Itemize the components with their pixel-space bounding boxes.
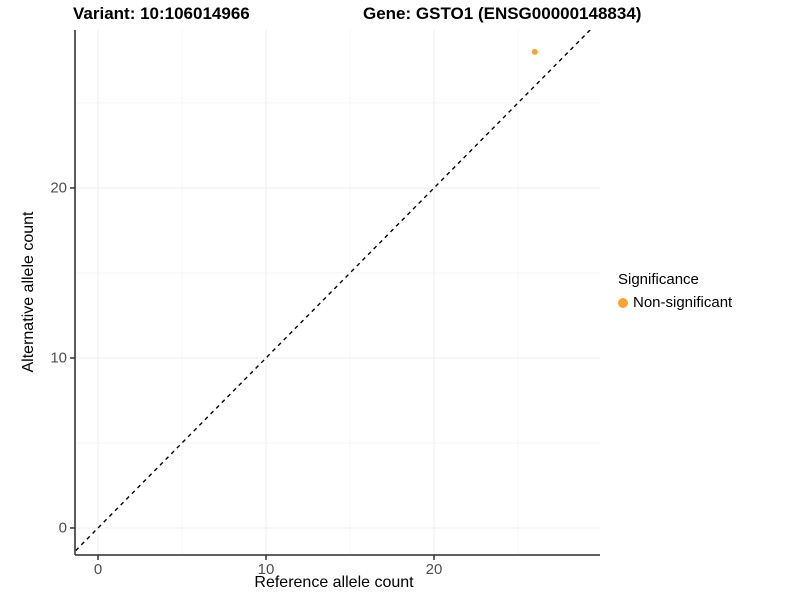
- x-tick-label: 0: [93, 561, 103, 578]
- x-tick-label: 10: [257, 561, 275, 578]
- x-axis-title: Reference allele count: [254, 574, 414, 591]
- gene-title: Gene: GSTO1 (ENSG00000148834): [363, 4, 642, 23]
- y-tick-label: 10: [50, 349, 67, 367]
- variant-title: Variant: 10:106014966: [73, 4, 250, 23]
- y-axis-title: Alternative allele count: [20, 211, 37, 373]
- legend-point-icon: [618, 297, 628, 308]
- legend-item-non-significant: Non-significant: [618, 294, 732, 311]
- legend: Significance Non-significant: [618, 271, 732, 311]
- y-tick-label: 20: [50, 179, 67, 197]
- y-tick-label: 0: [58, 519, 67, 537]
- x-tick-label: 20: [425, 561, 443, 578]
- legend-item-label: Non-significant: [633, 294, 733, 311]
- legend-title: Significance: [618, 271, 699, 288]
